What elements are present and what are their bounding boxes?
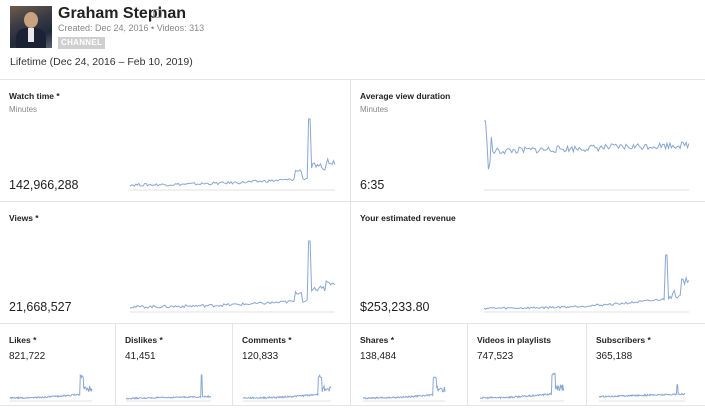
link-icon[interactable]: [153, 9, 162, 18]
channel-badge: CHANNEL: [58, 37, 106, 49]
date-range-label: Lifetime (Dec 24, 2016 – Feb 10, 2019): [10, 56, 193, 68]
sparkline-path: [129, 240, 336, 309]
views-sparkline: [129, 240, 336, 313]
likes-value: 821,722: [9, 351, 46, 362]
watch-time-title: Watch time *: [9, 91, 60, 101]
watch-time-card[interactable]: Watch time * Minutes 142,966,288: [0, 80, 351, 202]
comments-title: Comments *: [242, 335, 292, 345]
sparkline-path: [129, 118, 336, 187]
views-card[interactable]: Views * 21,668,527: [0, 202, 351, 324]
sparkline-path: [242, 373, 332, 400]
watch-time-unit: Minutes: [9, 105, 38, 114]
avg-view-duration-value: 6:35: [360, 178, 385, 192]
sparkline-path: [479, 372, 565, 400]
avatar-face: [24, 12, 38, 28]
revenue-value: $253,233.80: [360, 300, 430, 314]
sparkline-path: [125, 374, 212, 400]
comments-card[interactable]: Comments * 120,833: [233, 324, 351, 406]
shares-title: Shares *: [360, 335, 395, 345]
likes-sparkline: [9, 373, 93, 402]
playlists-title: Videos in playlists: [477, 335, 552, 345]
playlists-value: 747,523: [477, 351, 514, 362]
sparkline-path: [9, 373, 93, 400]
sparkline-path: [598, 384, 686, 398]
views-title: Views *: [9, 213, 39, 223]
sparkline-path: [483, 254, 690, 310]
shares-value: 138,484: [360, 351, 397, 362]
comments-value: 120,833: [242, 351, 279, 362]
subscribers-card[interactable]: Subscribers * 365,188: [587, 324, 705, 406]
dislikes-card[interactable]: Dislikes * 41,451: [116, 324, 233, 406]
comments-sparkline: [242, 373, 332, 402]
playlists-sparkline: [479, 372, 565, 402]
subscribers-sparkline: [598, 384, 686, 402]
revenue-title: Your estimated revenue: [360, 213, 456, 223]
revenue-sparkline: [483, 254, 690, 313]
channel-name[interactable]: Graham Stephan: [58, 5, 187, 22]
subscribers-value: 365,188: [596, 351, 633, 362]
shares-card[interactable]: Shares * 138,484: [351, 324, 468, 406]
avg-view-duration-card[interactable]: Average view duration Minutes 6:35: [351, 80, 705, 202]
revenue-card[interactable]: Your estimated revenue $253,233.80: [351, 202, 705, 324]
metrics-grid: Watch time * Minutes 142,966,288 Average…: [0, 79, 705, 406]
dislikes-sparkline: [125, 374, 212, 402]
sparkline-path: [484, 120, 690, 170]
shares-sparkline: [362, 376, 446, 402]
likes-card[interactable]: Likes * 821,722: [0, 324, 116, 406]
subscribers-title: Subscribers *: [596, 335, 651, 345]
avg-view-duration-unit: Minutes: [360, 105, 389, 114]
likes-title: Likes *: [9, 335, 37, 345]
channel-header: Graham Stephan Created: Dec 24, 2016 • V…: [0, 0, 705, 80]
channel-avatar[interactable]: [10, 6, 52, 48]
channel-meta: Created: Dec 24, 2016 • Videos: 313: [58, 23, 205, 33]
avg-view-duration-title: Average view duration: [360, 91, 451, 101]
avatar-shirt: [28, 28, 34, 42]
dislikes-value: 41,451: [125, 351, 156, 362]
views-value: 21,668,527: [9, 300, 72, 314]
avg-view-duration-sparkline: [484, 120, 690, 191]
playlists-card[interactable]: Videos in playlists 747,523: [468, 324, 587, 406]
watch-time-value: 142,966,288: [9, 178, 79, 192]
sparkline-path: [362, 376, 446, 400]
watch-time-sparkline: [129, 118, 336, 191]
dislikes-title: Dislikes *: [125, 335, 163, 345]
